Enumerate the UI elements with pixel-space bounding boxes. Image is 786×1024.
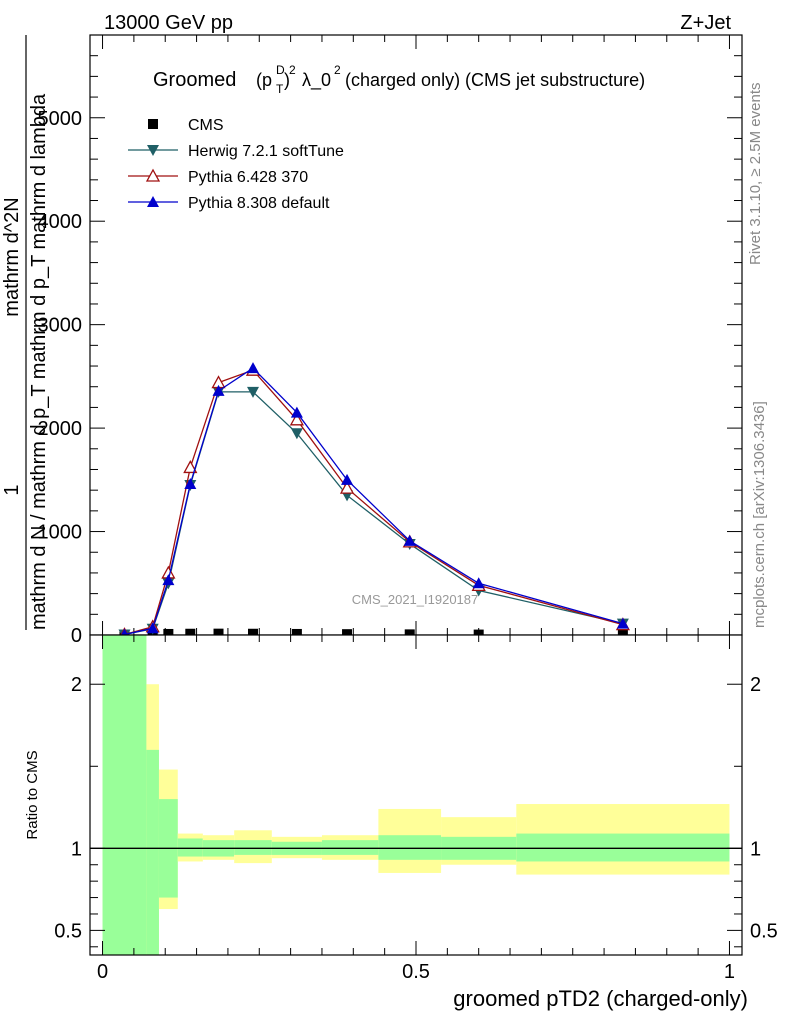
y-tick-label: 3000 <box>38 315 83 337</box>
energy-label: 13000 GeV pp <box>104 12 233 34</box>
legend-item: Herwig 7.2.1 softTune <box>128 143 344 160</box>
ratio-band-inner <box>177 838 203 857</box>
legend-label: Pythia 8.308 default <box>188 195 330 212</box>
data-point <box>247 362 259 374</box>
title-p: (p <box>256 70 272 90</box>
title-lambda: λ_0 <box>302 70 331 91</box>
plot-title: Groomed (p T D ) 2 λ_0 2 (charged only) … <box>153 63 645 96</box>
data-point <box>185 628 196 639</box>
data-point <box>183 460 198 474</box>
title-square-2: 2 <box>334 63 341 77</box>
main-y-axis-label: 1 mathrm d N / mathrm d p_T mathrm d p_T… <box>1 35 50 630</box>
legend-marker <box>147 196 159 207</box>
title-prefix: Groomed <box>153 69 236 91</box>
data-point <box>248 628 258 639</box>
title-t: T <box>276 82 284 96</box>
data-point <box>290 406 303 418</box>
data-point <box>146 622 159 634</box>
ratio-band-inner <box>378 835 442 860</box>
x-axis-label: groomed pTD2 (charged-only) <box>453 986 748 1011</box>
ratio-panel-background <box>90 635 742 955</box>
data-point <box>163 628 174 639</box>
ratio-y-tick-label-right: 2 <box>750 674 761 696</box>
data-point <box>184 477 197 489</box>
legend-marker <box>148 119 158 129</box>
y-tick-label: 4000 <box>38 211 83 233</box>
data-point <box>341 473 354 485</box>
legend-item: CMS <box>148 117 224 134</box>
y-tick-label: 1000 <box>38 522 83 544</box>
y-tick-label: 0 <box>71 625 82 647</box>
legend-item: Pythia 6.428 370 <box>128 168 308 186</box>
y-tick-label: 2000 <box>38 418 83 440</box>
legend-item: Pythia 8.308 default <box>128 195 330 212</box>
main-series-marks <box>117 362 630 641</box>
ratio-band-inner <box>146 749 159 955</box>
main-panel-frame <box>89 34 743 636</box>
data-point <box>291 628 302 639</box>
ylabel-denominator: mathrm d N / mathrm d p_T mathrm d p_T m… <box>28 93 50 630</box>
ratio-y-tick-label: 2 <box>71 674 82 696</box>
legend-marker <box>145 168 161 182</box>
legend-marker <box>147 145 159 156</box>
data-point <box>339 480 355 494</box>
data-point <box>212 384 225 396</box>
data-point <box>162 574 175 586</box>
data-point <box>290 428 303 440</box>
ratio-band-inner <box>234 840 272 855</box>
title-square: 2 <box>289 63 296 77</box>
rivet-label: Rivet 3.1.10, ≥ 2.5M events <box>747 83 764 266</box>
ratio-y-tick-label: 1 <box>71 838 82 860</box>
data-point <box>404 629 415 640</box>
title-rest: (charged only) (CMS jet substructure) <box>345 70 645 90</box>
data-point <box>403 534 416 546</box>
x-tick-label: 0.5 <box>402 961 430 983</box>
ylabel-one: 1 <box>1 484 23 495</box>
data-point <box>247 386 259 398</box>
ratio-y-tick-label-right: 0.5 <box>750 920 778 942</box>
data-point <box>616 617 629 629</box>
legend-label: Pythia 6.428 370 <box>188 169 308 186</box>
analysis-watermark: CMS_2021_I1920187 <box>352 592 479 607</box>
ratio-band-inner <box>102 635 147 955</box>
ratio-band-inner <box>516 833 730 862</box>
title-close: ) <box>284 70 290 90</box>
data-point <box>342 629 353 640</box>
x-tick-label: 1 <box>724 961 735 983</box>
title-d: D <box>276 63 285 77</box>
legend: CMS Herwig 7.2.1 softTune Pythia 6.428 370… <box>128 117 344 212</box>
ratio-band-inner <box>321 840 379 855</box>
ratio-y-axis-label: Ratio to CMS <box>24 750 41 839</box>
ratio-uncertainty-bands <box>90 635 742 955</box>
x-tick-label: 0 <box>97 961 108 983</box>
data-point <box>289 412 304 426</box>
process-label: Z+Jet <box>680 12 731 34</box>
main-axis-ticks: 0 1000 2000 3000 4000 5000 <box>38 35 742 647</box>
ylabel-numerator: mathrm d^2N <box>1 197 23 316</box>
legend-label: Herwig 7.2.1 softTune <box>188 143 344 160</box>
data-point <box>213 628 224 639</box>
legend-label: CMS <box>188 117 224 134</box>
data-point <box>472 577 485 589</box>
ratio-axis-ticks: 0.5 0.5 1 1 2 2 0 0.5 1 <box>54 635 778 983</box>
ratio-y-tick-label: 0.5 <box>54 920 82 942</box>
mcplots-label: mcplots.cern.ch [arXiv:1306.3436] <box>751 401 768 628</box>
y-tick-label: 5000 <box>38 108 83 130</box>
ratio-y-tick-label-right: 1 <box>750 838 761 860</box>
